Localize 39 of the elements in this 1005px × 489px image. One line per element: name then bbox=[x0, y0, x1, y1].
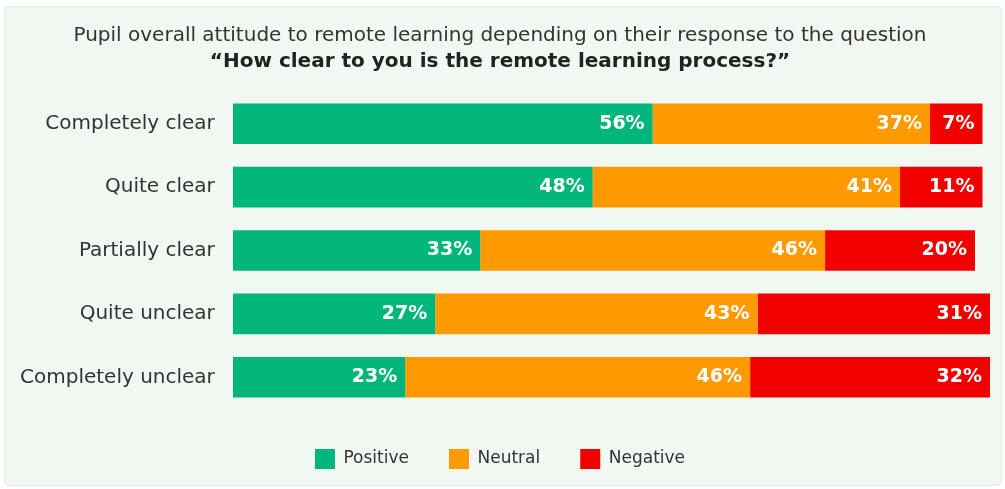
legend-label: Positive bbox=[343, 447, 410, 468]
chart-title: Pupil overall attitude to remote learning depending on their response to the question bbox=[73, 22, 927, 47]
bar bbox=[757, 293, 990, 335]
data-label: 33% bbox=[426, 237, 473, 260]
y-tick-label: Completely unclear bbox=[20, 363, 216, 388]
bar bbox=[232, 293, 436, 335]
bar bbox=[825, 230, 976, 271]
data-label: 11% bbox=[929, 174, 975, 197]
data-label: 46% bbox=[771, 237, 818, 260]
legend-label: Negative bbox=[608, 447, 686, 468]
data-label: 23% bbox=[351, 364, 398, 387]
y-tick-label: Quite unclear bbox=[79, 300, 216, 325]
bar bbox=[652, 103, 931, 144]
data-label: 41% bbox=[846, 174, 893, 197]
data-label: 56% bbox=[599, 110, 645, 133]
bar bbox=[435, 293, 758, 335]
bar bbox=[232, 357, 406, 398]
y-tick-label: Completely clear bbox=[45, 109, 216, 134]
data-label: 46% bbox=[696, 364, 743, 387]
data-label: 37% bbox=[876, 110, 923, 133]
bar bbox=[232, 103, 653, 144]
chart-subtitle: “How clear to you is the remote learning process?” bbox=[209, 48, 791, 73]
bar bbox=[750, 357, 990, 398]
bar bbox=[405, 357, 751, 398]
bar bbox=[592, 166, 901, 208]
data-label: 27% bbox=[381, 300, 428, 323]
data-label: 7% bbox=[942, 110, 975, 133]
data-label: 31% bbox=[936, 300, 982, 323]
y-tick-label: Quite clear bbox=[105, 173, 216, 198]
bar bbox=[480, 230, 826, 271]
bar bbox=[930, 103, 983, 144]
data-label: 20% bbox=[921, 237, 968, 260]
data-label: 48% bbox=[539, 174, 585, 197]
bar bbox=[232, 166, 593, 208]
data-label: 32% bbox=[936, 364, 982, 387]
y-tick-label: Partially clear bbox=[78, 236, 216, 261]
data-label: 43% bbox=[704, 300, 750, 323]
bar bbox=[232, 230, 481, 271]
legend-label: Neutral bbox=[477, 447, 541, 468]
